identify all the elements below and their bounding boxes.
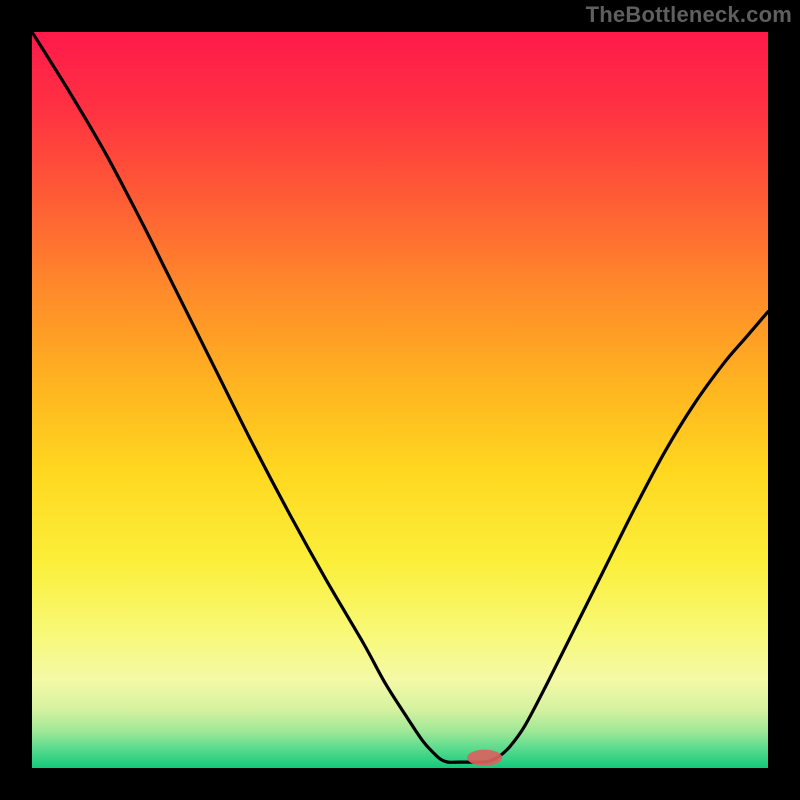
chart-frame: TheBottleneck.com (0, 0, 800, 800)
plot-area (32, 32, 768, 768)
optimal-marker (32, 32, 768, 768)
attribution-label: TheBottleneck.com (586, 2, 792, 28)
